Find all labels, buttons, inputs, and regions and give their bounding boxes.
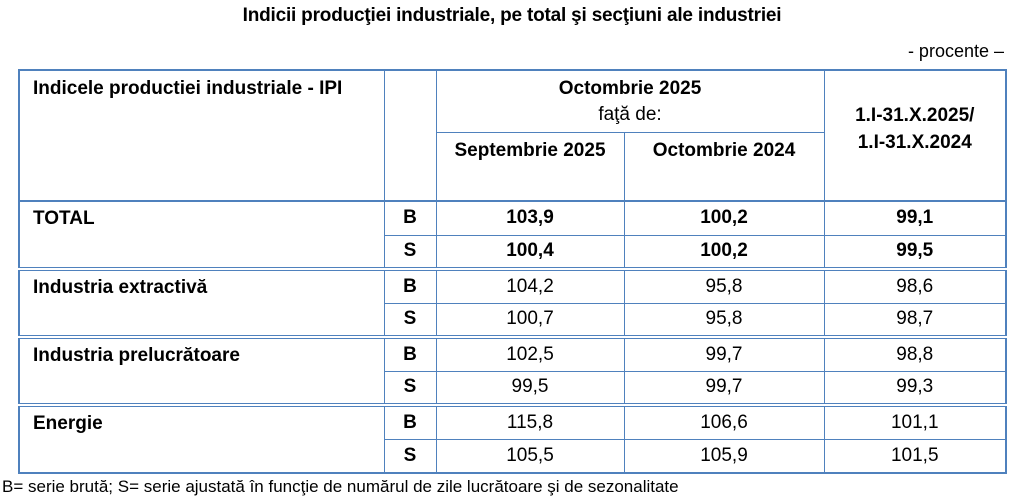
- header-indicator: Indicele productiei industriale - IPI: [18, 69, 385, 202]
- value-vs-prev-year: 106,6: [623, 404, 825, 440]
- series-code: S: [383, 302, 437, 339]
- table-row: S 100,4 100,2 99,5: [19, 234, 1007, 271]
- header-series-column: [383, 69, 437, 202]
- table-row: S 100,7 95,8 98,7: [19, 302, 1007, 339]
- value-cumulative: 98,6: [823, 268, 1007, 304]
- series-code: S: [383, 438, 437, 474]
- value-vs-prev-year: 100,2: [623, 200, 825, 236]
- page-title: Indicii producţiei industriale, pe total…: [242, 5, 782, 26]
- unit-note: - procente –: [907, 41, 1004, 61]
- footnote: B= serie brută; S= serie ajustată în fun…: [2, 477, 679, 496]
- value-vs-prev-month: 99,5: [435, 370, 625, 407]
- table-body: TOTAL B 103,9 100,2 99,1 S 100,4 100,2 9…: [18, 200, 1007, 474]
- value-vs-prev-year: 95,8: [623, 268, 825, 304]
- ipi-table: Indicele productiei industriale - IPI Oc…: [18, 69, 1008, 474]
- value-vs-prev-month: 102,5: [435, 336, 625, 372]
- table-row: Industria extractivă B 104,2 95,8 98,6: [18, 268, 1007, 339]
- header-group-title: Octombrie 2025: [558, 78, 702, 99]
- series-code: B: [383, 336, 437, 372]
- table-header: Indicele productiei industriale - IPI Oc…: [18, 69, 1007, 202]
- value-cumulative: 101,1: [823, 404, 1007, 440]
- value-vs-prev-year: 100,2: [623, 234, 825, 271]
- series-code: B: [383, 268, 437, 304]
- value-vs-prev-year: 95,8: [623, 302, 825, 339]
- value-vs-prev-year: 99,7: [623, 336, 825, 372]
- value-vs-prev-year: 105,9: [623, 438, 825, 474]
- header-period-line1: 1.I-31.X.2025/: [855, 104, 975, 126]
- table-row: TOTAL B 103,9 100,2 99,1: [18, 200, 1007, 271]
- value-cumulative: 99,5: [823, 234, 1007, 271]
- value-cumulative: 101,5: [823, 438, 1007, 474]
- table-row: Energie B 115,8 106,6 101,1: [18, 404, 1007, 474]
- value-vs-prev-month: 103,9: [435, 200, 625, 236]
- value-vs-prev-month: 100,7: [435, 302, 625, 339]
- value-cumulative: 99,1: [823, 200, 1007, 236]
- header-col-prev-year: Octombrie 2024: [623, 131, 825, 202]
- series-code: S: [383, 370, 437, 407]
- table-row: S 105,5 105,9 101,5: [19, 438, 1007, 474]
- row-label-manufacturing: Industria prelucrătoare: [18, 336, 385, 407]
- value-cumulative: 98,7: [823, 302, 1007, 339]
- header-period: 1.I-31.X.2025/ 1.I-31.X.2024: [823, 69, 1007, 202]
- row-label-energy: Energie: [18, 404, 385, 474]
- row-label-extractive: Industria extractivă: [18, 268, 385, 339]
- value-vs-prev-month: 100,4: [435, 234, 625, 271]
- value-vs-prev-month: 105,5: [435, 438, 625, 474]
- table-row: Industria prelucrătoare B 102,5 99,7 98,…: [18, 336, 1007, 407]
- value-cumulative: 98,8: [823, 336, 1007, 372]
- value-cumulative: 99,3: [823, 370, 1007, 407]
- series-code: B: [383, 404, 437, 440]
- value-vs-prev-year: 99,7: [623, 370, 825, 407]
- value-vs-prev-month: 115,8: [435, 404, 625, 440]
- row-label-total: TOTAL: [18, 200, 385, 271]
- series-code: S: [383, 234, 437, 271]
- table-row: S 99,5 99,7 99,3: [19, 370, 1007, 407]
- header-col-prev-month: Septembrie 2025: [435, 131, 625, 202]
- header-comparison-group: Octombrie 2025 faţă de:: [435, 69, 825, 133]
- series-code: B: [383, 200, 437, 236]
- header-period-line2: 1.I-31.X.2024: [857, 131, 972, 153]
- value-vs-prev-month: 104,2: [435, 268, 625, 304]
- header-group-subtitle: faţă de:: [598, 104, 662, 125]
